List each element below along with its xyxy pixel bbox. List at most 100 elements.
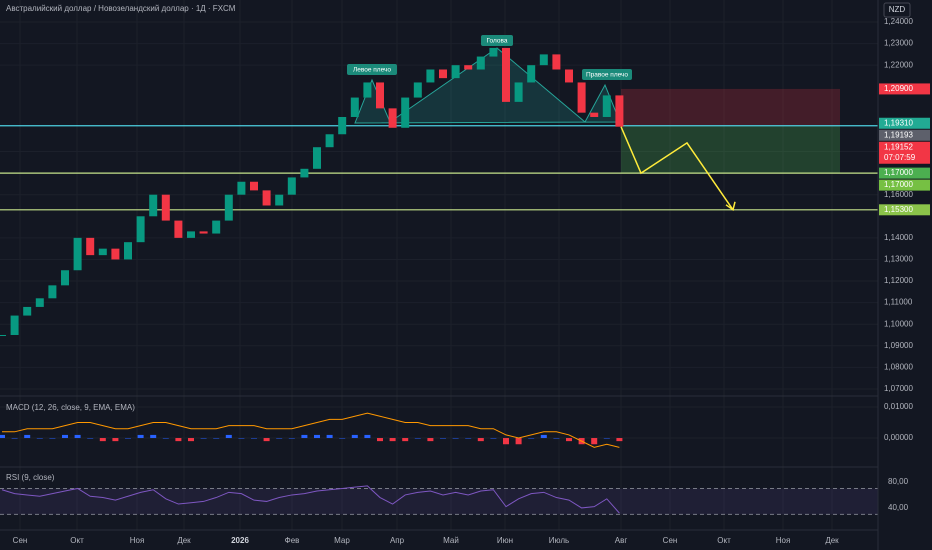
rsi-line <box>1 485 620 514</box>
macd-bar <box>238 438 245 439</box>
y-tick-label: 1,14000 <box>884 233 913 242</box>
currency[interactable]: NZD <box>889 5 906 14</box>
macd-bar <box>477 438 484 442</box>
chart-title: Австралийский доллар / Новозеландский до… <box>6 4 236 13</box>
x-tick-label: Дек <box>177 536 191 545</box>
candle <box>199 231 208 234</box>
macd-bar <box>288 438 295 439</box>
price-badge <box>879 129 930 141</box>
macd-bar <box>125 438 131 439</box>
macd-bar <box>175 438 182 442</box>
candle <box>48 285 57 299</box>
y-tick-label: 40,00 <box>888 503 909 512</box>
x-tick-label: Июн <box>497 536 513 545</box>
axis-layer: Сен Окт Ноя Дек 2026 Фев Мар Апр Май Июн Июль Авг Се… <box>6 17 930 545</box>
grid <box>0 395 932 531</box>
y-tick-label: 0,01000 <box>884 402 913 411</box>
macd-bar <box>490 438 497 439</box>
candle <box>124 242 132 260</box>
price-badge-label: 1,17000 <box>884 168 913 177</box>
candle <box>350 97 359 117</box>
macd-bar <box>0 434 5 439</box>
macd-bar <box>200 438 207 439</box>
x-tick-label: Ноя <box>130 536 145 545</box>
x-tick-label: Май <box>443 536 459 545</box>
candle <box>363 82 372 98</box>
candle <box>376 82 384 109</box>
candle <box>250 181 258 191</box>
macd-bar <box>276 438 283 439</box>
candle <box>539 54 548 66</box>
y-tick-label: 1,22000 <box>884 60 913 69</box>
annotation-box <box>347 64 397 75</box>
x-tick-label: Окт <box>70 536 84 545</box>
candle <box>35 298 44 307</box>
candle <box>552 54 561 70</box>
macd-bar <box>351 434 358 439</box>
price-badge-label: 1,19193 <box>884 130 913 139</box>
price-badge <box>879 179 930 191</box>
macd-bar <box>150 434 157 439</box>
candle <box>439 69 447 79</box>
price-badge <box>879 204 930 216</box>
macd-bar <box>301 434 308 439</box>
macd-bar <box>465 438 472 439</box>
currency-box[interactable] <box>883 2 911 18</box>
candle <box>161 194 170 221</box>
x-tick-label: Авг <box>615 536 628 545</box>
x-tick-label: Дек <box>825 536 839 545</box>
price-badge-label: 1,20900 <box>884 84 913 93</box>
y-tick-label: 1,23000 <box>884 39 913 48</box>
annotation: Левое плечо <box>353 67 391 74</box>
candle <box>237 181 246 195</box>
macd-bar <box>99 438 106 442</box>
macd-bar <box>225 434 232 439</box>
y-tick-label: 1,13000 <box>884 255 913 264</box>
macd-bar <box>566 438 572 442</box>
x-tick-label: Сен <box>13 536 28 545</box>
price-badge <box>879 167 930 179</box>
x-tick-label: Окт <box>717 536 731 545</box>
candle <box>590 112 599 117</box>
annotation: Правое плечо <box>586 72 628 79</box>
y-tick-label: 80,00 <box>888 477 909 486</box>
macd-bar <box>503 438 509 445</box>
x-tick-label: 2026 <box>231 536 249 545</box>
candle <box>224 194 233 221</box>
macd-line <box>2 412 620 448</box>
candle <box>502 47 510 102</box>
macd-bar <box>112 438 119 442</box>
macd-bar <box>515 438 522 445</box>
candle <box>489 47 498 57</box>
macd-bar <box>137 434 144 439</box>
candle <box>313 147 321 169</box>
candle <box>413 82 422 98</box>
macd-bar <box>377 438 383 442</box>
candle <box>98 248 107 256</box>
macd-bar <box>326 434 333 439</box>
x-tick-label: Апр <box>390 536 405 545</box>
macd-bar <box>603 438 610 439</box>
projection-path <box>620 126 734 211</box>
macd-bar <box>62 434 68 439</box>
annotation: Голова <box>486 38 507 45</box>
x-tick-label: Сен <box>663 536 678 545</box>
macd-bar <box>188 438 194 442</box>
x-tick-label: Фев <box>285 536 300 545</box>
candle <box>61 270 69 286</box>
candle <box>73 237 82 271</box>
y-tick-label: 0,00000 <box>884 433 913 442</box>
target-zone <box>621 125 840 174</box>
price-badge-label: 1,17000 <box>884 180 913 189</box>
candle <box>388 108 397 128</box>
candle <box>275 194 284 206</box>
candle <box>451 65 460 79</box>
countdown: 07:07:59 <box>884 153 916 162</box>
macd-bar <box>528 438 535 439</box>
price-badge-label: 1,19310 <box>884 118 913 127</box>
candle <box>0 334 6 336</box>
candle <box>476 56 485 70</box>
x-tick-label: Ноя <box>776 536 791 545</box>
